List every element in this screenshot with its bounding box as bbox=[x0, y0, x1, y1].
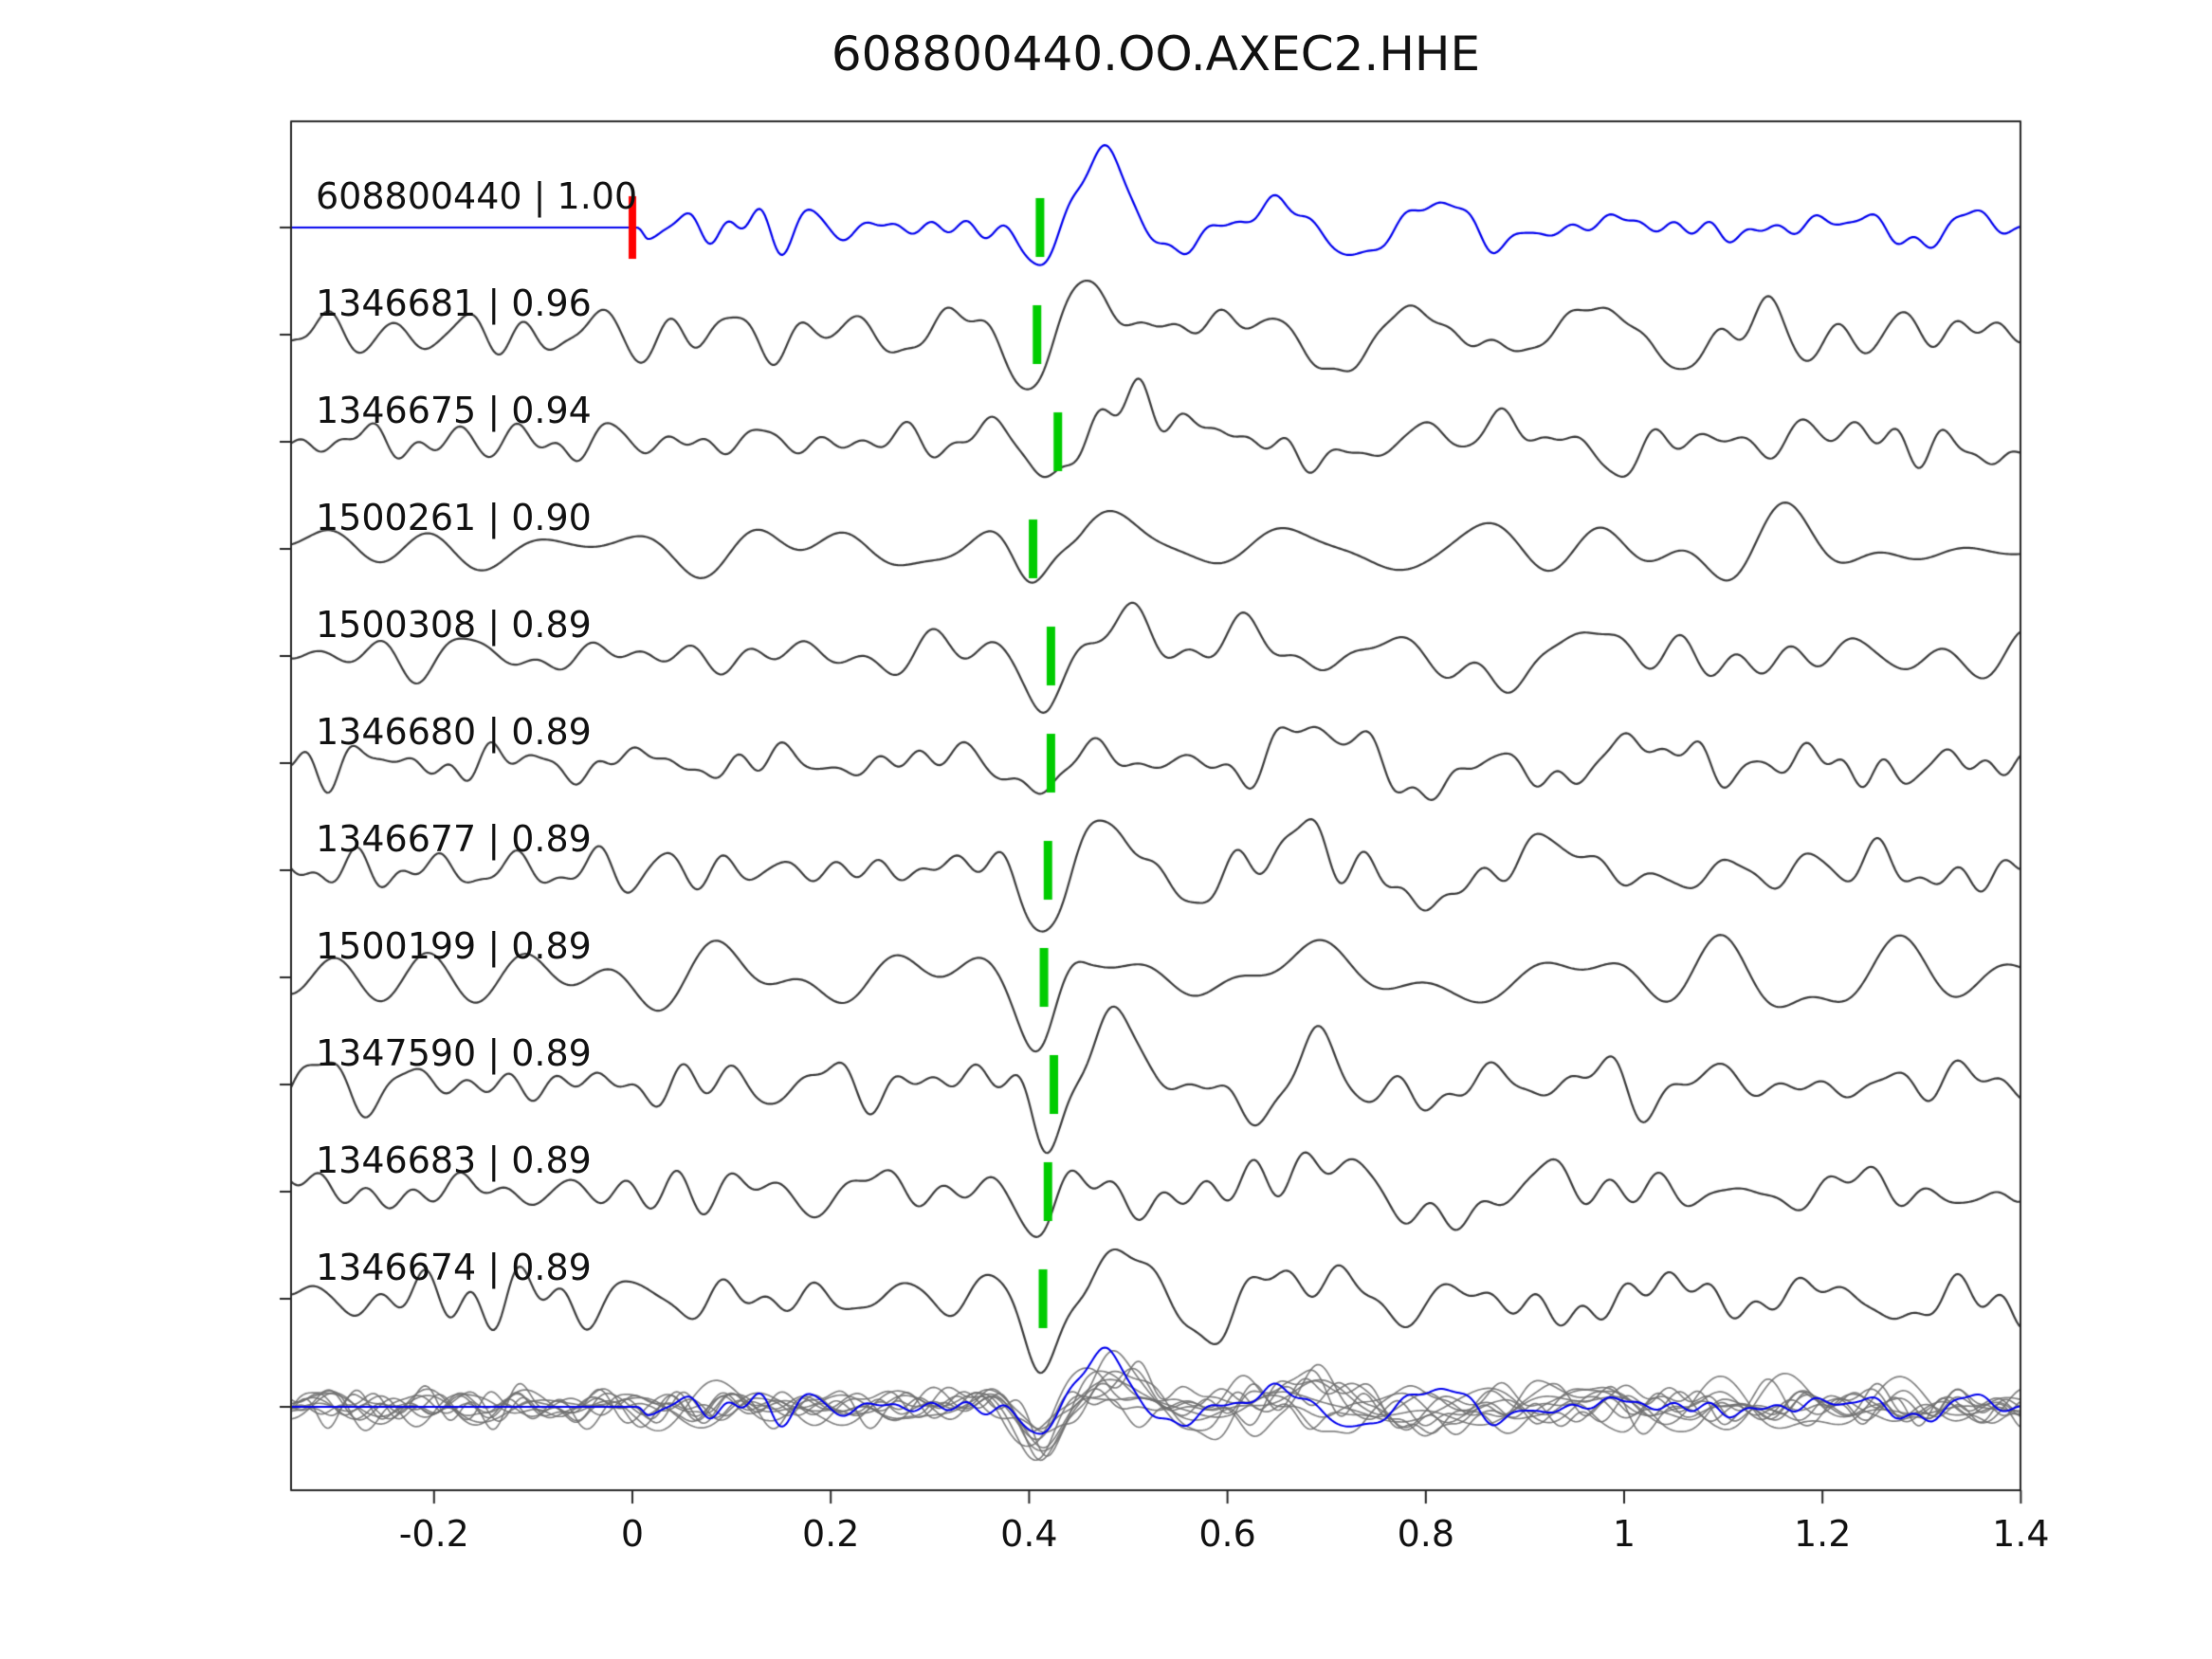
chart-title: 608800440.OO.AXEC2.HHE bbox=[831, 27, 1481, 82]
xaxis-tick-label: 1.4 bbox=[1992, 1513, 2050, 1555]
trace-label: 1346683 | 0.89 bbox=[316, 1139, 592, 1181]
xaxis-tick-label: 0.4 bbox=[1000, 1513, 1058, 1555]
trace-label: 1346674 | 0.89 bbox=[316, 1247, 592, 1288]
trace-label: 1346681 | 0.96 bbox=[316, 283, 592, 324]
xaxis-tick-label: -0.2 bbox=[398, 1513, 469, 1555]
xaxis-tick-label: 1.2 bbox=[1793, 1513, 1852, 1555]
trace-label: 1500308 | 0.89 bbox=[316, 604, 592, 646]
xaxis-tick-label: 0.8 bbox=[1397, 1513, 1455, 1555]
xaxis-tick-label: 0.2 bbox=[801, 1513, 860, 1555]
trace-label: 1500199 | 0.89 bbox=[316, 925, 592, 967]
trace-label: 1347590 | 0.89 bbox=[316, 1032, 592, 1074]
trace-label: 1500261 | 0.90 bbox=[316, 497, 592, 538]
trace-label: 1346680 | 0.89 bbox=[316, 711, 592, 753]
xaxis-tick-label: 0 bbox=[620, 1513, 645, 1555]
trace-label: 1346677 | 0.89 bbox=[316, 818, 592, 860]
trace-label: 1346675 | 0.94 bbox=[316, 390, 592, 431]
trace-label: 608800440 | 1.00 bbox=[316, 175, 638, 217]
xaxis-tick-label: 1 bbox=[1612, 1513, 1636, 1555]
xaxis-tick-label: 0.6 bbox=[1198, 1513, 1256, 1555]
